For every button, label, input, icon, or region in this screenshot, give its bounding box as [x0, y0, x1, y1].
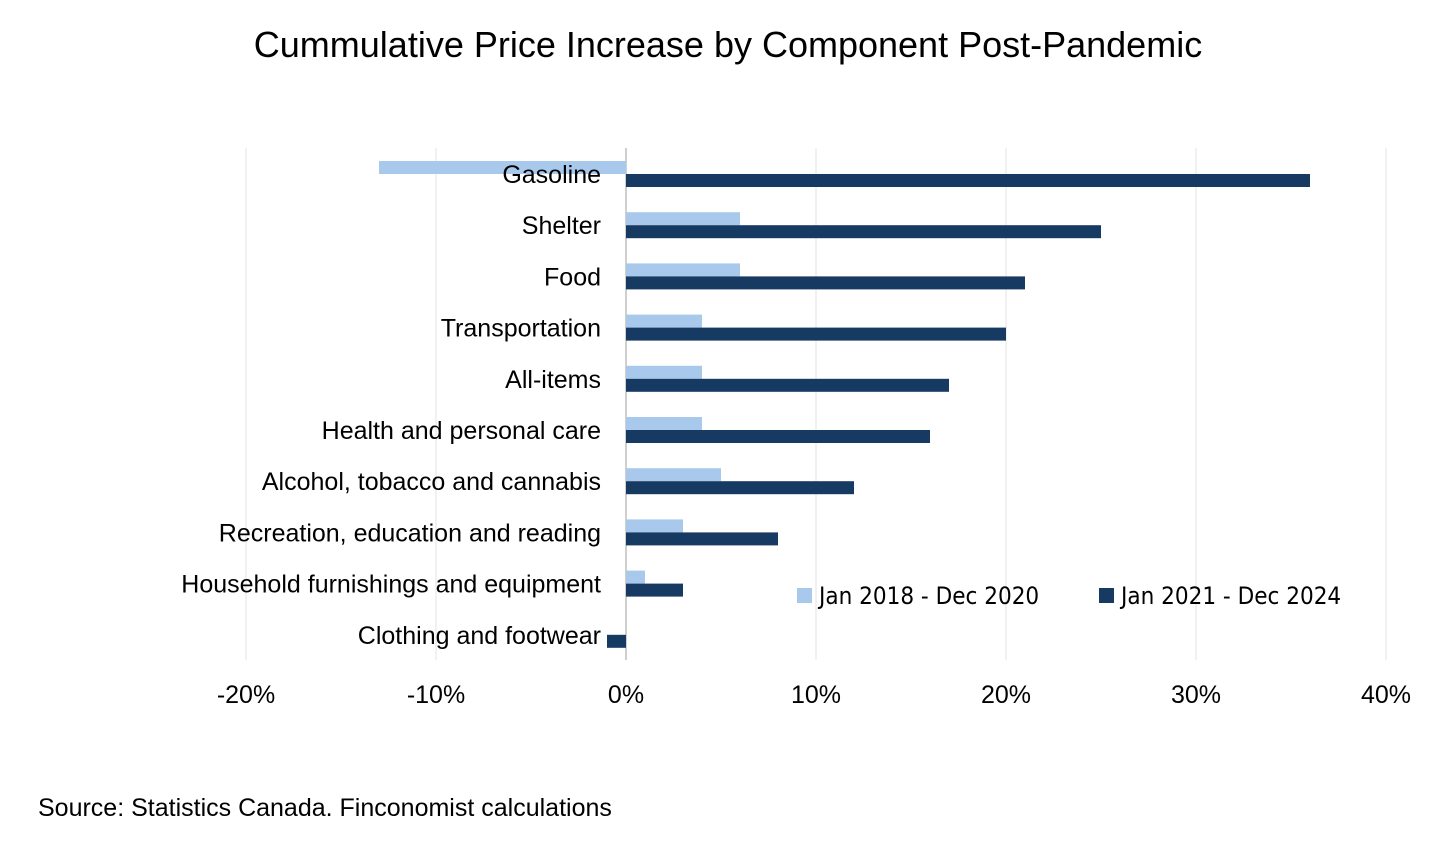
bar-transportation-series-1: [626, 314, 702, 328]
bar-gasoline-series-2: [626, 174, 1310, 187]
bar-alcohol-tobacco-and-cannabis-series-2: [626, 481, 854, 495]
bars: [379, 161, 1310, 648]
category-label-all-items: All-items: [505, 366, 601, 394]
bar-health-and-personal-care-series-1: [626, 417, 702, 430]
x-tick-label: -20%: [217, 681, 275, 709]
category-label-transportation: Transportation: [441, 315, 601, 343]
x-tick-label: 30%: [1171, 681, 1221, 709]
bar-recreation-education-and-reading-series-1: [626, 519, 683, 533]
legend-swatch-series-1: [797, 588, 812, 603]
category-label-health-and-personal-care: Health and personal care: [322, 417, 601, 445]
category-label-recreation-education-and-reading: Recreation, education and reading: [219, 519, 601, 547]
category-label-alcohol-tobacco-and-cannabis: Alcohol, tobacco and cannabis: [262, 468, 601, 496]
bar-food-series-1: [626, 263, 740, 277]
category-label-gasoline: Gasoline: [502, 161, 601, 189]
x-tick-label: 0%: [608, 681, 644, 709]
legend: Jan 2018 - Dec 2020 Jan 2021 - Dec 2024: [797, 582, 1341, 610]
bar-all-items-series-2: [626, 378, 949, 392]
bar-alcohol-tobacco-and-cannabis-series-1: [626, 468, 721, 482]
bar-recreation-education-and-reading-series-2: [626, 532, 778, 546]
x-tick-label: 40%: [1361, 681, 1411, 709]
x-tick-label: -10%: [407, 681, 465, 709]
chart-title: Cummulative Price Increase by Component …: [253, 24, 1203, 65]
category-label-clothing-and-footwear: Clothing and footwear: [358, 622, 601, 650]
legend-label-series-1: Jan 2018 - Dec 2020: [817, 582, 1039, 610]
category-label-food: Food: [544, 263, 601, 291]
bar-transportation-series-2: [626, 327, 1006, 341]
legend-swatch-series-2: [1099, 588, 1114, 603]
bar-household-furnishings-and-equipment-series-2: [626, 583, 683, 597]
category-label-shelter: Shelter: [522, 212, 601, 240]
bar-health-and-personal-care-series-2: [626, 430, 930, 443]
legend-label-series-2: Jan 2021 - Dec 2024: [1119, 582, 1341, 610]
x-tick-label: 10%: [791, 681, 841, 709]
bar-clothing-and-footwear-series-2: [607, 634, 626, 648]
bar-all-items-series-1: [626, 365, 702, 379]
source-note: Source: Statistics Canada. Finconomist c…: [38, 794, 612, 822]
bar-food-series-2: [626, 276, 1025, 290]
category-label-household-furnishings-and-equipment: Household furnishings and equipment: [181, 571, 601, 599]
bar-gasoline-series-1: [379, 161, 626, 174]
bar-shelter-series-2: [626, 225, 1101, 239]
x-axis-ticks: -20% -10% 0% 10% 20% 30% 40%: [217, 681, 1411, 709]
category-labels: Gasoline Shelter Food Transportation All-ite…: [181, 161, 601, 650]
x-tick-label: 20%: [981, 681, 1031, 709]
bar-shelter-series-1: [626, 212, 740, 226]
bar-household-furnishings-and-equipment-series-1: [626, 570, 645, 584]
